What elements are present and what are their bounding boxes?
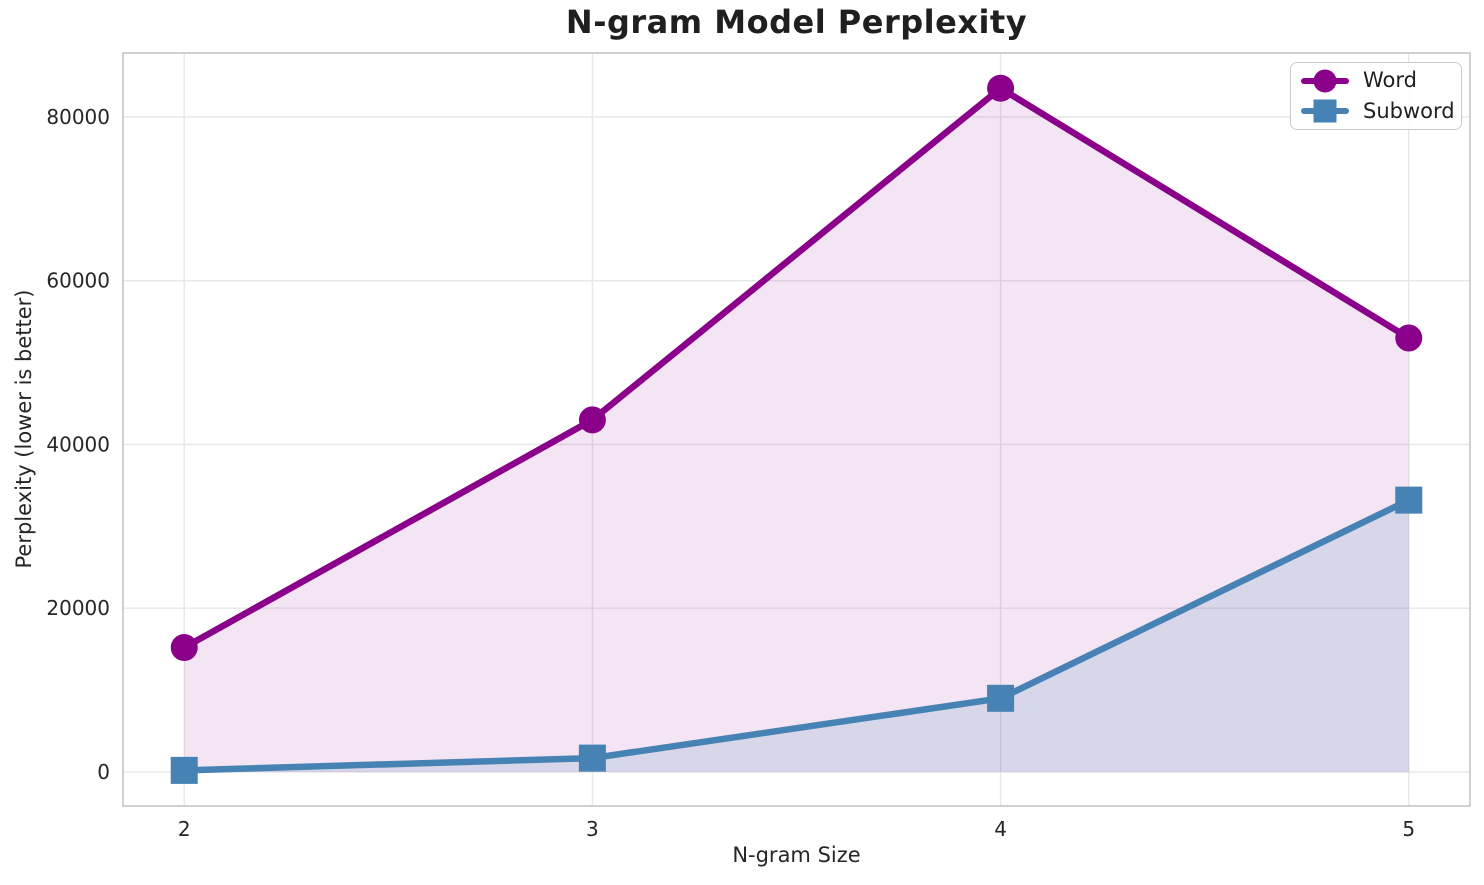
word-marker-point [170,634,198,662]
word-fill-area [184,88,1409,773]
word-line-marker-swatch [1301,68,1349,94]
subword-legend-marker-icon [1313,99,1337,123]
legend-item-word: Word [1301,66,1451,96]
y-tick-label: 80000 [46,105,110,129]
y-tick-label: 0 [97,760,110,784]
x-tick-label: 3 [586,817,599,841]
subword-line [180,496,1413,774]
subword-fill-area [184,500,1409,773]
word-marker-point [1395,324,1423,352]
chart-title: N-gram Model Perplexity [565,3,1028,41]
y-tick-label: 60000 [46,269,110,293]
y-axis-label: Perplexity (lower is better) [12,289,36,569]
legend-label-subword: Subword [1363,98,1455,123]
x-tick-label: 4 [994,817,1007,841]
y-tick-label: 20000 [46,596,110,620]
subword-marker-point [578,744,606,772]
x-tick-label: 2 [178,817,191,841]
word-marker-point [987,74,1015,102]
legend-label-word: Word [1363,68,1417,93]
plot-border [122,52,1471,807]
word-legend-marker-icon [1313,69,1337,93]
x-tick-label: 5 [1402,817,1415,841]
word-line [180,84,1413,651]
subword-marker-point [1395,486,1423,514]
x-axis-label: N-gram Size [732,843,861,867]
y-tick-label: 40000 [46,432,110,456]
subword-marker-point [987,684,1015,712]
subword-line-marker-swatch [1301,98,1349,124]
word-marker-point [578,406,606,434]
legend-item-subword: Subword [1301,96,1455,126]
legend: Word Subword [1290,62,1462,130]
subword-marker-point [170,756,198,784]
